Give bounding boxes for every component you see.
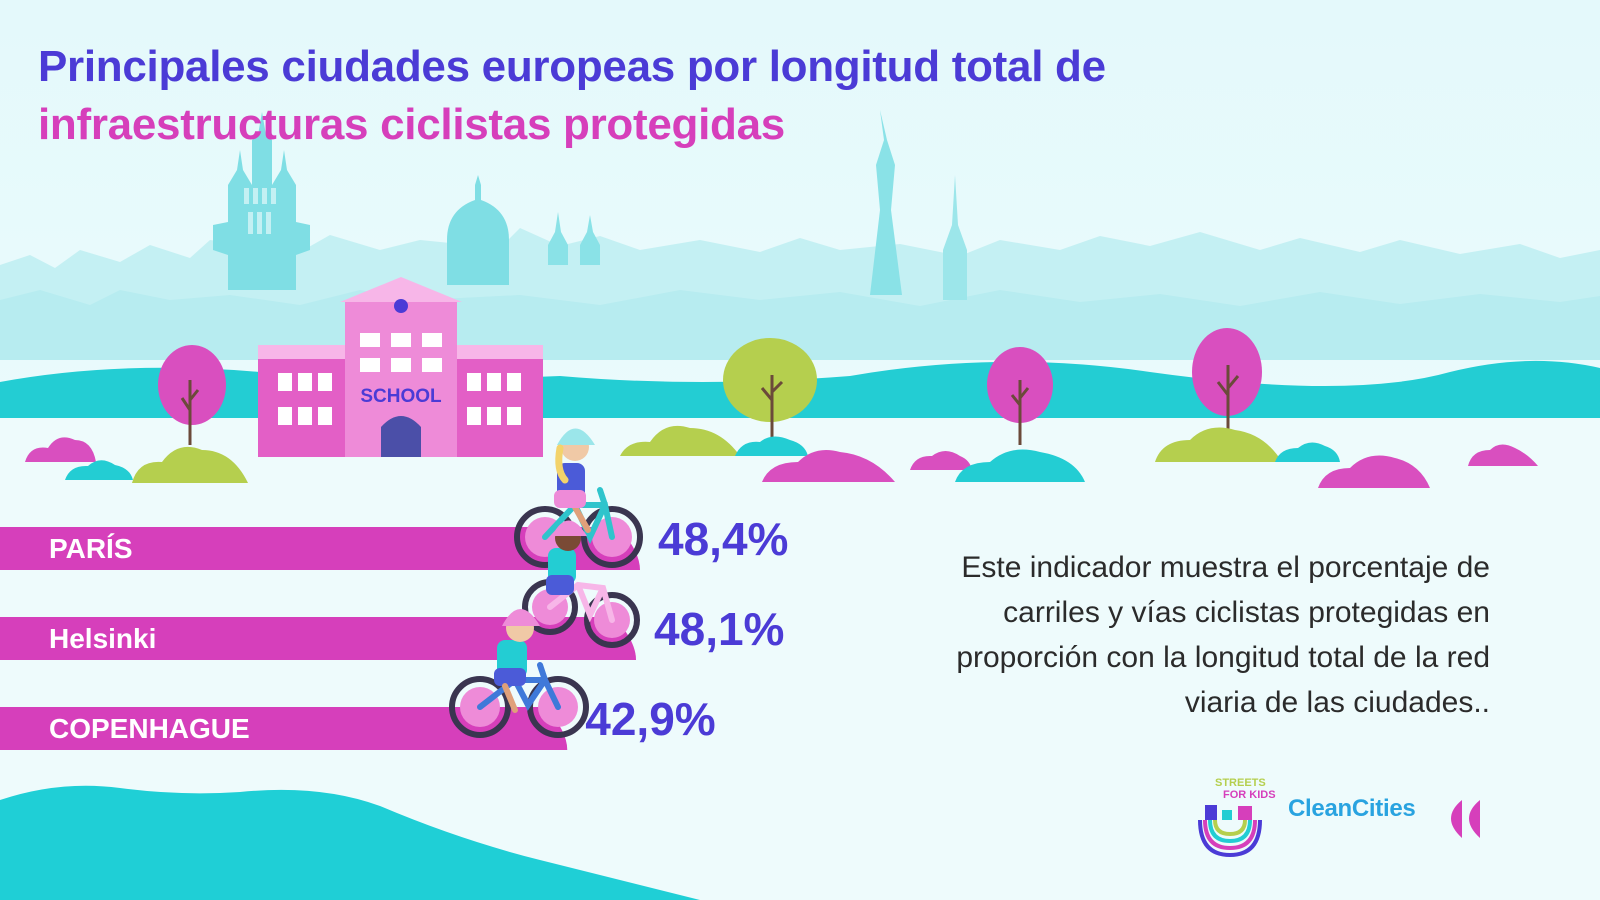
title-line-2: infraestructuras ciclistas protegidas xyxy=(38,100,785,149)
school-sign: SCHOOL xyxy=(360,386,442,407)
value-label-3: 42,9% xyxy=(585,693,715,745)
bottom-wave xyxy=(0,785,700,900)
value-label-2: 48,1% xyxy=(654,603,784,655)
title-line-1: Principales ciudades europeas por longit… xyxy=(38,42,1106,91)
cyclist-girl-blonde xyxy=(514,428,643,568)
indicator-description: Este indicador muestra el porcentaje de … xyxy=(956,551,1490,719)
clean-cities-icon xyxy=(1451,800,1480,838)
cyclist-boy xyxy=(449,609,589,738)
chart-title: Principales ciudades europeas por longit… xyxy=(38,38,1106,154)
trees xyxy=(158,328,1262,445)
clean-cities-logo: CleanCities xyxy=(1288,795,1416,822)
streets-for-kids-logo xyxy=(1198,805,1262,858)
bar-3 xyxy=(0,707,568,750)
cyclist-girl-dark xyxy=(522,520,640,648)
bushes xyxy=(25,425,1538,488)
streets-for-kids-text-bottom: FOR KIDS xyxy=(1223,789,1276,801)
bar-label-1: PARÍS xyxy=(49,533,133,564)
bar-label-2: Helsinki xyxy=(49,623,156,654)
bar-label-3: COPENHAGUE xyxy=(49,713,250,744)
streets-for-kids-text-top: STREETS xyxy=(1215,777,1266,789)
bar-2 xyxy=(0,617,637,660)
school-building xyxy=(258,277,543,457)
bar-1 xyxy=(0,527,640,570)
value-label-1: 48,4% xyxy=(658,513,788,565)
